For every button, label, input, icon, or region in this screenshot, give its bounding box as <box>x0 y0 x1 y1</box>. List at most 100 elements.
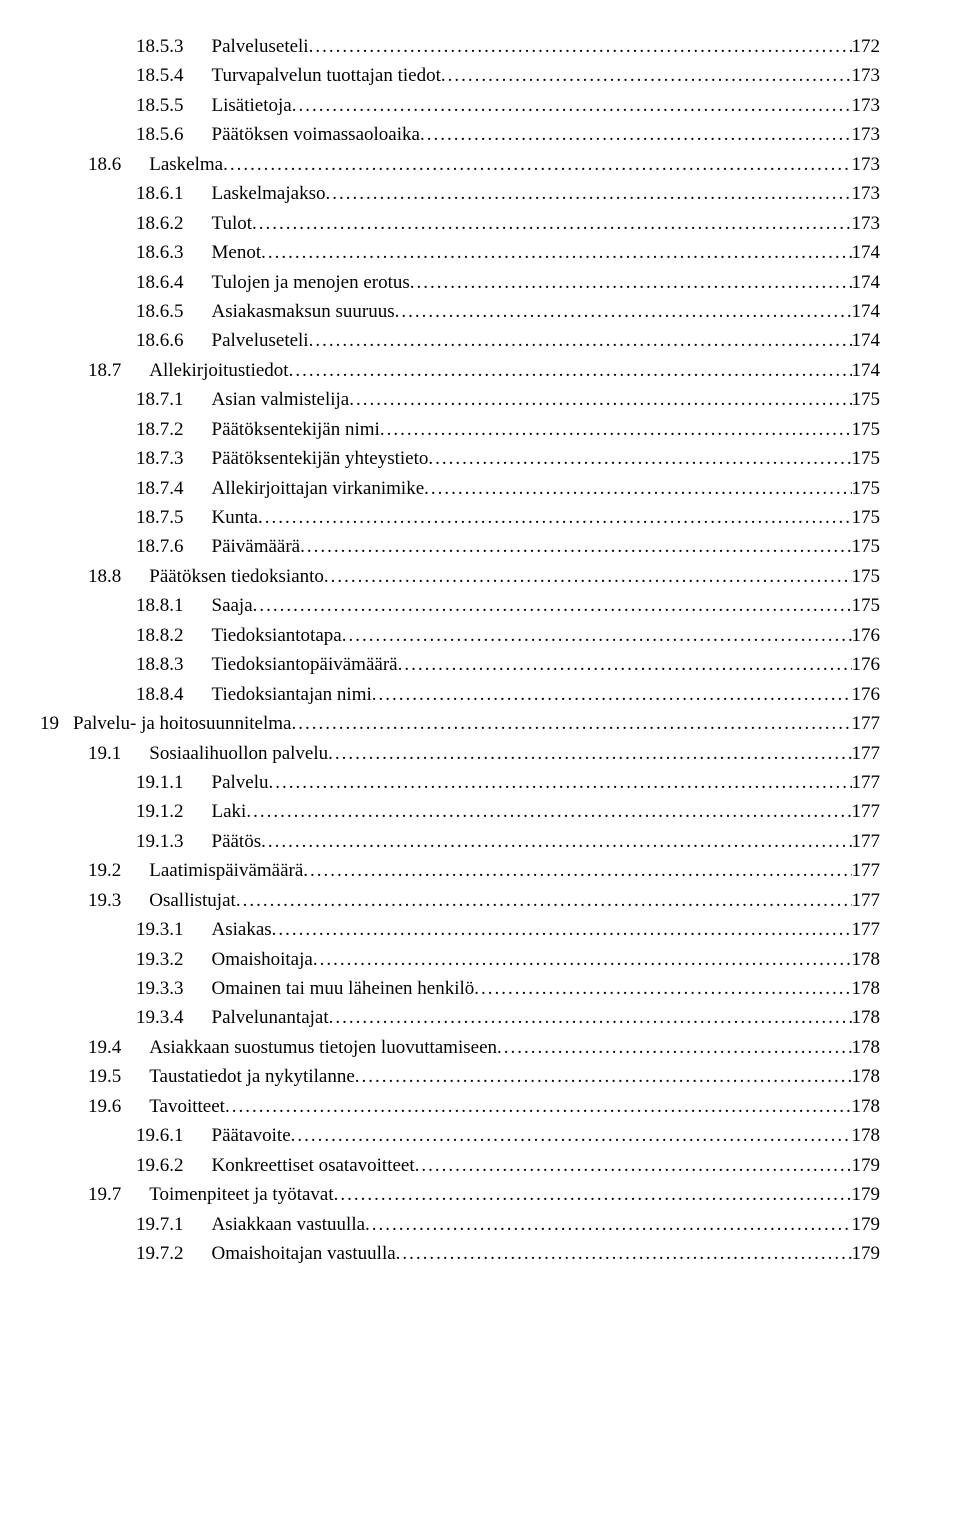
toc-entry-number: 18.5.4 <box>136 61 184 90</box>
toc-entry-page: 176 <box>852 650 881 679</box>
toc-entry-title: Laki <box>212 797 247 826</box>
toc-entry-title: Konkreettiset osatavoitteet <box>212 1151 415 1180</box>
toc-entry-number: 19.1.3 <box>136 827 184 856</box>
toc-entry-title: Sosiaalihuollon palvelu <box>149 739 328 768</box>
toc-leader-dots <box>349 385 851 414</box>
toc-entry-page: 178 <box>852 974 881 1003</box>
toc-entry-page: 176 <box>852 621 881 650</box>
toc-leader-dots <box>261 238 851 267</box>
toc-entry-title: Allekirjoitustiedot <box>149 356 288 385</box>
toc-leader-dots <box>269 768 852 797</box>
toc-entry-title: Päätöksentekijän yhteystieto <box>212 444 429 473</box>
toc-entry-title: Turvapalvelun tuottajan tiedot <box>212 61 441 90</box>
toc-entry: 19.5Taustatiedot ja nykytilanne178 <box>40 1062 880 1091</box>
toc-leader-dots <box>313 945 852 974</box>
toc-entry-number: 19.3.2 <box>136 945 184 974</box>
toc-leader-dots <box>261 827 851 856</box>
toc-leader-dots <box>272 915 852 944</box>
toc-entry: 18.7.6Päivämäärä175 <box>40 532 880 561</box>
toc-entry-number: 19.7.1 <box>136 1210 184 1239</box>
toc-entry-title: Omaishoitajan vastuulla <box>212 1239 396 1268</box>
toc-entry: 18.5.4Turvapalvelun tuottajan tiedot173 <box>40 61 880 90</box>
toc-entry-title: Tulot <box>212 209 253 238</box>
toc-entry-number: 19.3 <box>88 886 121 915</box>
toc-leader-dots <box>380 415 852 444</box>
toc-leader-dots <box>300 532 851 561</box>
toc-entry-number: 19.7.2 <box>136 1239 184 1268</box>
toc-entry-title: Palvelunantajat <box>212 1003 329 1032</box>
toc-entry: 18.8.3Tiedoksiantopäivämäärä176 <box>40 650 880 679</box>
toc-entry-number: 19.6 <box>88 1092 121 1121</box>
toc-leader-dots <box>324 562 852 591</box>
toc-leader-dots <box>474 974 851 1003</box>
toc-entry-title: Päätavoite <box>212 1121 291 1150</box>
toc-entry-page: 179 <box>852 1210 881 1239</box>
toc-leader-dots <box>415 1151 852 1180</box>
toc-entry-page: 179 <box>852 1180 881 1209</box>
toc-leader-dots <box>372 680 852 709</box>
toc-entry-page: 173 <box>852 150 881 179</box>
toc-entry-page: 179 <box>852 1151 881 1180</box>
toc-entry-number: 19.1.2 <box>136 797 184 826</box>
toc-entry-page: 177 <box>852 827 881 856</box>
toc-entry-number: 18.7.6 <box>136 532 184 561</box>
toc-entry-number: 18.5.5 <box>136 91 184 120</box>
toc-leader-dots <box>410 268 852 297</box>
toc-entry-title: Omaishoitaja <box>212 945 313 974</box>
toc-entry-title: Tavoitteet <box>149 1092 225 1121</box>
toc-entry: 18.8.4Tiedoksiantajan nimi176 <box>40 680 880 709</box>
toc-leader-dots <box>253 591 852 620</box>
toc-entry-number: 19.3.4 <box>136 1003 184 1032</box>
toc-entry: 18.7.3Päätöksentekijän yhteystieto175 <box>40 444 880 473</box>
toc-entry-title: Palveluseteli <box>212 326 309 355</box>
toc-leader-dots <box>497 1033 851 1062</box>
toc-leader-dots <box>365 1210 851 1239</box>
toc-entry-page: 175 <box>852 562 881 591</box>
toc-entry-title: Asiakasmaksun suuruus <box>212 297 395 326</box>
toc-entry-title: Osallistujat <box>149 886 236 915</box>
toc-entry: 18.7Allekirjoitustiedot174 <box>40 356 880 385</box>
toc-entry-title: Asiakkaan suostumus tietojen luovuttamis… <box>149 1033 497 1062</box>
toc-entry-page: 177 <box>852 739 881 768</box>
toc-entry-title: Palvelu <box>212 768 269 797</box>
toc-leader-dots <box>428 444 851 473</box>
toc-leader-dots <box>252 209 852 238</box>
toc-entry-page: 177 <box>852 768 881 797</box>
toc-entry: 19.1.2Laki177 <box>40 797 880 826</box>
toc-entry-page: 173 <box>852 209 881 238</box>
toc-entry-page: 174 <box>852 268 881 297</box>
toc-entry-title: Lisätietoja <box>212 91 292 120</box>
toc-entry-page: 179 <box>852 1239 881 1268</box>
toc-entry-page: 174 <box>852 326 881 355</box>
toc-entry-title: Laskelmajakso <box>212 179 326 208</box>
toc-leader-dots <box>223 150 851 179</box>
toc-entry-page: 178 <box>852 1092 881 1121</box>
toc-entry-page: 178 <box>852 1033 881 1062</box>
toc-entry: 19.3.1Asiakas177 <box>40 915 880 944</box>
toc-entry-page: 173 <box>852 91 881 120</box>
toc-entry-number: 19.3.3 <box>136 974 184 1003</box>
toc-leader-dots <box>292 91 852 120</box>
toc-entry-number: 19.5 <box>88 1062 121 1091</box>
toc-entry: 19.7.2 Omaishoitajan vastuulla 179 <box>40 1239 880 1268</box>
toc-leader-dots <box>395 297 852 326</box>
toc-entry-number: 18.8 <box>88 562 121 591</box>
toc-leader-dots <box>328 739 851 768</box>
toc-entry-title: Asiakas <box>212 915 272 944</box>
toc-entry-number: 19.2 <box>88 856 121 885</box>
toc-entry: 19.3Osallistujat177 <box>40 886 880 915</box>
toc-leader-dots <box>309 326 852 355</box>
toc-entry-title: Laskelma <box>149 150 223 179</box>
toc-entry-number: 19.1.1 <box>136 768 184 797</box>
toc-entry: 18.5.6Päätöksen voimassaoloaika173 <box>40 120 880 149</box>
toc-entry: 18.6.3Menot174 <box>40 238 880 267</box>
toc-leader-dots <box>309 32 852 61</box>
toc-entry-number: 18.8.4 <box>136 680 184 709</box>
toc-entry: 18.7.1Asian valmistelija175 <box>40 385 880 414</box>
toc-entry: 18.6.6Palveluseteli174 <box>40 326 880 355</box>
toc-entry-page: 172 <box>852 32 881 61</box>
toc-entry-title: Palvelu- ja hoitosuunnitelma <box>73 709 291 738</box>
toc-entry-number: 19 <box>40 709 59 738</box>
toc-entry-title: Tiedoksiantotapa <box>212 621 342 650</box>
toc-entry: 18.6.2Tulot173 <box>40 209 880 238</box>
